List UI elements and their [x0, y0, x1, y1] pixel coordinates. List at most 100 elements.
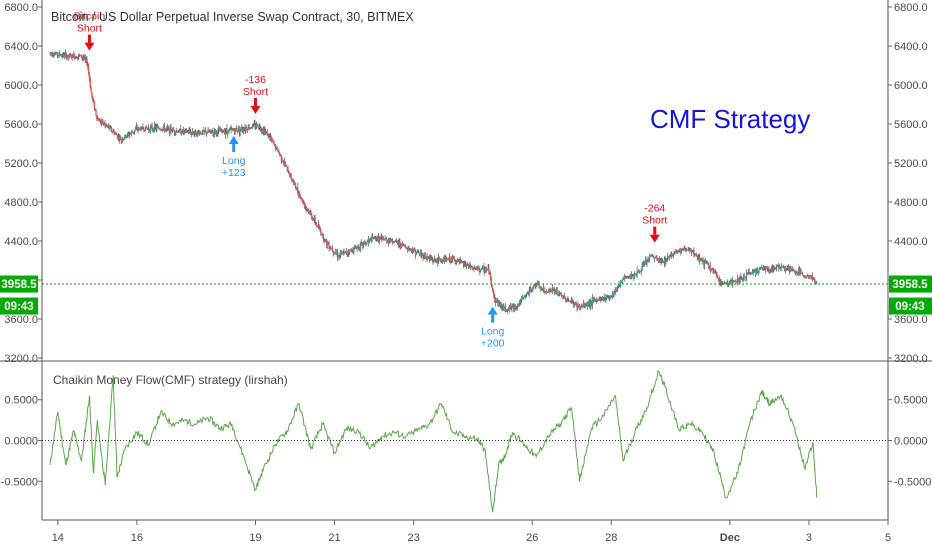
candle-body: [134, 128, 137, 131]
candle-body: [606, 295, 609, 297]
candle-body: [441, 259, 443, 262]
candle-body: [714, 272, 717, 274]
price-tick-left: 6800.0: [4, 2, 38, 14]
candle-body: [222, 129, 224, 132]
candle-body: [763, 266, 765, 270]
candle-body: [492, 288, 494, 293]
candle-body: [306, 209, 309, 211]
candle-body: [315, 223, 317, 225]
candle-body: [119, 136, 121, 140]
candle-body: [102, 122, 105, 124]
candle-body: [223, 131, 226, 134]
candle-body: [153, 125, 156, 132]
candle-body: [387, 240, 390, 243]
candle-body: [531, 290, 533, 292]
candle-body: [133, 131, 135, 133]
candle-body: [376, 236, 379, 240]
candle-body: [616, 286, 619, 291]
candle-body: [93, 102, 96, 109]
candle-body: [403, 245, 405, 247]
candle-body: [572, 301, 574, 304]
candle-body: [739, 276, 741, 283]
candle-body: [619, 282, 622, 286]
candle-body: [470, 267, 472, 269]
candle-body: [128, 133, 130, 136]
candle-body: [212, 131, 214, 133]
candle-body: [521, 297, 524, 299]
candle-body: [87, 64, 89, 67]
candle-body: [681, 249, 684, 250]
time-tick-label: 16: [131, 532, 143, 544]
candle-body: [130, 131, 133, 134]
candle-body: [775, 266, 778, 269]
candle-body: [293, 181, 296, 183]
candle-body: [549, 289, 552, 291]
candle-body: [524, 295, 526, 297]
candle-body: [812, 277, 815, 279]
candle-body: [228, 129, 231, 131]
candle-body: [535, 284, 538, 286]
candle-body: [464, 263, 466, 266]
candle-body: [577, 305, 579, 308]
time-tick-label: 23: [407, 532, 419, 544]
candle-body: [516, 306, 518, 308]
candle-body: [334, 252, 337, 254]
candle-body: [418, 252, 420, 254]
candle-body: [617, 286, 619, 288]
candle-body: [346, 253, 348, 254]
candle-body: [744, 276, 746, 278]
candle-body: [103, 122, 105, 125]
candle-body: [404, 245, 406, 247]
candle-body: [413, 248, 415, 252]
candle-body: [138, 127, 140, 130]
candle-body: [279, 154, 282, 156]
candle-body: [90, 87, 92, 93]
candle-body: [512, 304, 514, 307]
candle-body: [176, 130, 178, 132]
candle-body: [92, 99, 95, 103]
candle-body: [495, 299, 497, 303]
candle-body: [630, 276, 633, 277]
candle-body: [419, 252, 422, 255]
candle-body: [721, 281, 723, 284]
candle-body: [497, 301, 499, 305]
candle-body: [749, 272, 751, 274]
candle-body: [542, 288, 544, 291]
candle-body: [184, 130, 186, 131]
cmf-tick-left: 0.5000: [4, 395, 38, 407]
candle-body: [475, 267, 477, 269]
candle-body: [285, 166, 287, 168]
candle-body: [217, 130, 219, 134]
candle-body: [416, 250, 418, 253]
time-tick-label: 5: [885, 532, 891, 544]
candle-body: [596, 299, 598, 301]
candle-body: [390, 239, 393, 242]
candle-body: [263, 129, 265, 134]
candle-body: [637, 271, 639, 272]
candle-body: [793, 270, 796, 272]
candle-body: [415, 252, 418, 256]
candle-body: [629, 276, 631, 278]
candle-body: [272, 141, 274, 143]
candle-body: [703, 261, 706, 265]
candle-body: [501, 306, 503, 309]
candle-body: [180, 129, 182, 135]
candle-body: [303, 203, 306, 207]
trade-signals: ShortBitcoinLong+123Short-136Long+200Sho…: [74, 11, 668, 350]
candle-body: [623, 277, 625, 279]
candle-body: [650, 254, 652, 256]
candle-body: [442, 258, 445, 262]
candle-body: [611, 292, 614, 298]
candle-body: [796, 272, 798, 274]
candle-body: [632, 275, 634, 277]
candles: [49, 49, 818, 315]
candle-body: [63, 53, 65, 57]
cmf-tick-left: 0.0000: [4, 436, 38, 448]
candle-body: [533, 283, 535, 286]
candle-body: [423, 254, 426, 258]
candle-body: [337, 256, 339, 258]
candle-body: [437, 257, 439, 263]
short-signal-label: Short: [642, 215, 667, 227]
candle-body: [54, 53, 56, 56]
